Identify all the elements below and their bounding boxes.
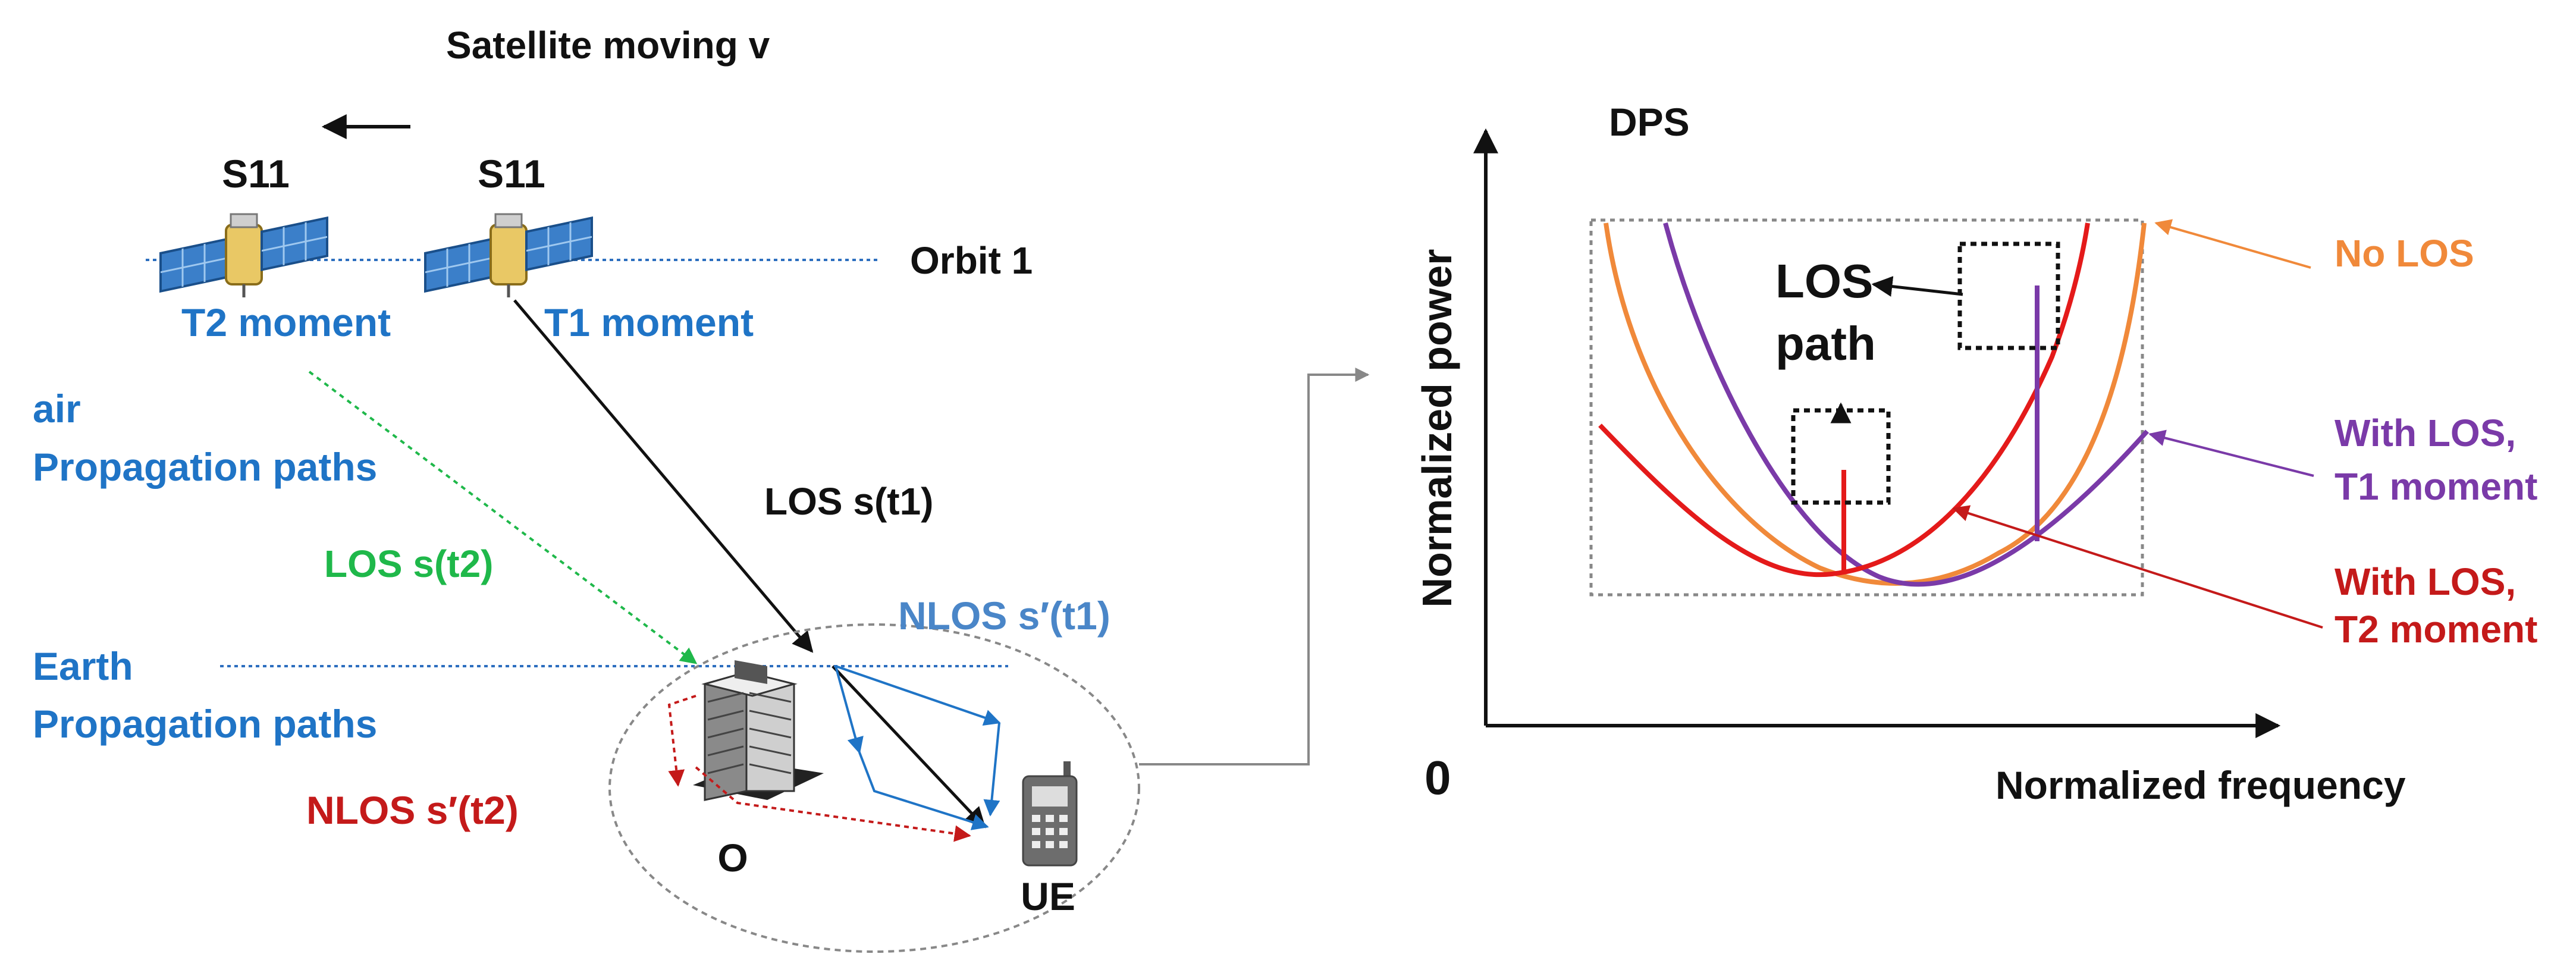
satellite-t2-icon xyxy=(161,214,327,297)
nlos-t2-reflection-b xyxy=(695,766,971,842)
legend-t1-line2: T1 moment xyxy=(2335,465,2537,508)
orbit-label: Orbit 1 xyxy=(910,239,1033,282)
legend-t2-line2: T2 moment xyxy=(2335,608,2537,651)
los-peak-t2-highlight xyxy=(1791,408,1891,505)
legend-no-los: No LOS xyxy=(2335,232,2474,275)
y-axis-label: Normalized power xyxy=(1414,249,1460,608)
nlos-t1-reflection-d xyxy=(983,722,1000,817)
x-axis-label: Normalized frequency xyxy=(1995,763,2406,807)
los-t1-path xyxy=(513,299,814,653)
building-label: O xyxy=(717,836,748,880)
nlos-t1-reflection-c xyxy=(858,752,989,830)
los-t2-label: LOS s(t2) xyxy=(324,542,493,585)
chart-title: DPS xyxy=(1609,100,1690,144)
coverage-ellipse xyxy=(608,623,1140,953)
panel-connector-arrow xyxy=(1139,368,1370,765)
nlos-t1-label: NLOS s′(t1) xyxy=(898,594,1110,638)
plot-region-box xyxy=(1589,218,2144,597)
annotation-arrow-t1 xyxy=(1871,276,1963,297)
air-paths-label-line1: air xyxy=(33,387,81,431)
los-peak-t1-highlight xyxy=(1957,241,2060,350)
legend-t1-pointer xyxy=(2148,429,2314,477)
t2-moment-label: T2 moment xyxy=(181,300,391,344)
earth-paths-label-line2: Propagation paths xyxy=(33,702,377,746)
series-with-los-t2-curve xyxy=(1598,222,2090,578)
los-t1-label: LOS s(t1) xyxy=(764,480,933,523)
los-t2-path xyxy=(308,371,698,664)
series-no-los-curve xyxy=(1604,222,2147,586)
satellite-t1-icon xyxy=(425,214,592,297)
satellite-t1-name: S11 xyxy=(478,152,545,196)
building-icon xyxy=(693,660,824,801)
ue-phone-icon xyxy=(1022,761,1078,867)
nlos-t2-label: NLOS s′(t2) xyxy=(306,788,519,832)
los-t1-path-to-ue xyxy=(832,665,986,829)
legend-t2-pointer xyxy=(1952,505,2323,629)
ue-label: UE xyxy=(1021,874,1075,918)
dps-chart: DPS 0 Normalized frequency Normalized po… xyxy=(1414,100,2537,807)
air-paths-label-line2: Propagation paths xyxy=(33,445,377,489)
legend-no-los-pointer xyxy=(2154,219,2311,269)
t1-moment-label: T1 moment xyxy=(544,300,754,344)
legend-t2-line1: With LOS, xyxy=(2335,560,2516,603)
nlos-t1-reflection-b xyxy=(835,665,1001,726)
satellite-moving-label: Satellite moving v xyxy=(446,24,770,67)
satellite-t2-name: S11 xyxy=(222,152,290,196)
nlos-t2-reflection-a xyxy=(667,695,696,787)
series-with-los-t1-curve xyxy=(1663,222,2149,587)
los-path-annotation-line2: path xyxy=(1775,317,1876,370)
origin-label: 0 xyxy=(1425,751,1451,804)
los-path-annotation-line1: LOS xyxy=(1775,255,1873,308)
earth-paths-label-line1: Earth xyxy=(33,644,133,688)
nlos-t1-reflection-a xyxy=(834,666,864,754)
legend-t1-line1: With LOS, xyxy=(2335,412,2516,454)
